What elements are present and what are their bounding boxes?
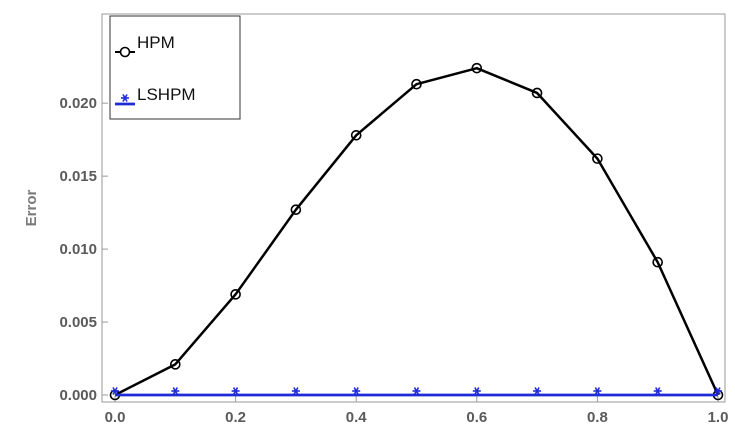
data-point-lshpm — [231, 387, 240, 395]
legend: HPM LSHPM — [109, 15, 241, 120]
x-tick-label: 1.0 — [708, 409, 729, 426]
y-tick-label: 0.000 — [59, 387, 97, 404]
legend-swatches — [115, 46, 135, 106]
y-tick-label: 0.005 — [59, 314, 97, 331]
x-tick-label: 0.4 — [346, 409, 368, 426]
series-layer — [109, 62, 724, 401]
legend-swatch-marker-lshpm — [121, 94, 129, 102]
y-axis-ticks: 0.000 0.005 0.010 0.015 0.020 — [59, 95, 108, 404]
data-point-hpm — [592, 153, 603, 164]
data-point-lshpm — [412, 387, 421, 395]
data-point-lshpm — [352, 387, 361, 395]
data-point-hpm — [471, 62, 483, 74]
data-point-hpm — [531, 87, 543, 99]
x-tick-label: 0.0 — [105, 409, 126, 426]
data-point-lshpm — [111, 387, 119, 395]
data-point-lshpm — [171, 387, 180, 395]
legend-swatch-marker-hpm — [119, 46, 131, 58]
y-tick-label: 0.020 — [59, 95, 97, 112]
x-tick-label: 0.6 — [466, 409, 487, 426]
plot-frame — [101, 13, 726, 403]
data-point-lshpm — [472, 387, 481, 395]
x-tick-label: 0.8 — [587, 409, 608, 426]
data-point-hpm — [652, 256, 664, 268]
data-point-lshpm — [533, 387, 542, 395]
data-point-lshpm — [714, 387, 722, 395]
legend-box — [109, 15, 241, 120]
data-point-hpm — [350, 129, 362, 141]
data-point-lshpm — [593, 387, 602, 395]
y-axis-title: Error — [23, 190, 40, 227]
data-point-hpm — [170, 359, 181, 370]
data-point-hpm — [230, 289, 241, 300]
series-line-hpm — [114, 66, 720, 397]
data-point-lshpm — [291, 387, 300, 395]
y-tick-label: 0.010 — [59, 241, 97, 258]
data-point-lshpm — [653, 387, 662, 395]
legend-label-hpm: HPM — [137, 33, 175, 52]
data-point-hpm — [290, 204, 302, 215]
legend-label-lshpm: LSHPM — [137, 85, 196, 104]
x-tick-label: 0.2 — [225, 409, 246, 426]
data-point-hpm — [411, 78, 422, 90]
x-axis-ticks: 0.0 0.2 0.4 0.6 0.8 1.0 — [105, 396, 729, 426]
y-tick-label: 0.015 — [59, 168, 97, 185]
